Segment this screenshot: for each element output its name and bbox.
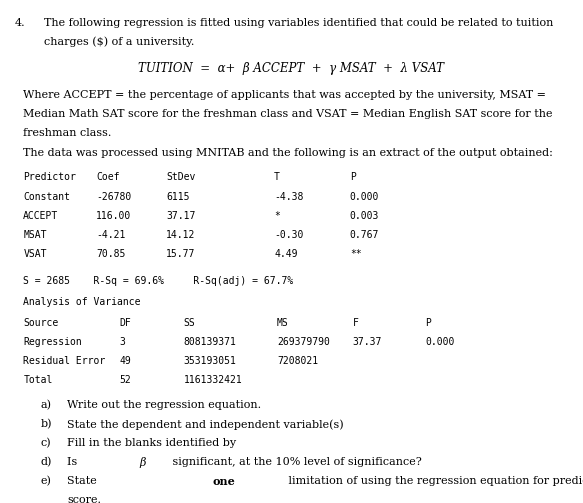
Text: 37.17: 37.17 [166,211,195,221]
Text: 49: 49 [120,356,131,366]
Text: Fill in the blanks identified by: Fill in the blanks identified by [67,438,240,448]
Text: -26780: -26780 [96,192,131,202]
Text: -4.21: -4.21 [96,230,125,240]
Text: 0.000: 0.000 [426,337,455,347]
Text: Predictor: Predictor [23,173,76,183]
Text: 3: 3 [120,337,125,347]
Text: limitation of using the regression equation for predicting the value of the GPA: limitation of using the regression equat… [285,476,583,486]
Text: 116.00: 116.00 [96,211,131,221]
Text: -0.30: -0.30 [274,230,303,240]
Text: 0.000: 0.000 [350,192,379,202]
Text: one: one [213,476,236,487]
Text: Constant: Constant [23,192,71,202]
Text: P: P [426,318,431,327]
Text: State: State [67,476,100,486]
Text: 6115: 6115 [166,192,189,202]
Text: 52: 52 [120,375,131,385]
Text: DF: DF [120,318,131,327]
Text: Where ACCEPT = the percentage of applicants that was accepted by the university,: Where ACCEPT = the percentage of applica… [23,90,546,100]
Text: The following regression is fitted using variables identified that could be rela: The following regression is fitted using… [44,18,553,28]
Text: b): b) [41,419,52,430]
Text: 70.85: 70.85 [96,249,125,259]
Text: 7208021: 7208021 [277,356,318,366]
Text: a): a) [41,400,52,410]
Text: F: F [353,318,359,327]
Text: significant, at the 10% level of significance?: significant, at the 10% level of signifi… [169,457,422,467]
Text: StDev: StDev [166,173,195,183]
Text: 14.12: 14.12 [166,230,195,240]
Text: TUITION  =  α+  β ACCEPT  +  γ MSAT  +  λ VSAT: TUITION = α+ β ACCEPT + γ MSAT + λ VSAT [139,61,444,74]
Text: Total: Total [23,375,52,385]
Text: Write out the regression equation.: Write out the regression equation. [67,400,261,410]
Text: Median Math SAT score for the freshman class and VSAT = Median English SAT score: Median Math SAT score for the freshman c… [23,109,553,119]
Text: State the dependent and independent variable(s): State the dependent and independent vari… [67,419,343,430]
Text: VSAT: VSAT [23,249,47,259]
Text: ACCEPT: ACCEPT [23,211,58,221]
Text: P: P [350,173,356,183]
Text: β: β [140,457,146,468]
Text: Regression: Regression [23,337,82,347]
Text: c): c) [41,438,51,449]
Text: d): d) [41,457,52,468]
Text: 808139371: 808139371 [184,337,237,347]
Text: 15.77: 15.77 [166,249,195,259]
Text: 4.: 4. [15,18,25,28]
Text: charges ($) of a university.: charges ($) of a university. [44,37,194,47]
Text: 0.003: 0.003 [350,211,379,221]
Text: 353193051: 353193051 [184,356,237,366]
Text: e): e) [41,476,52,487]
Text: Source: Source [23,318,58,327]
Text: SS: SS [184,318,195,327]
Text: *: * [274,211,280,221]
Text: Residual Error: Residual Error [23,356,106,366]
Text: 37.37: 37.37 [353,337,382,347]
Text: score.: score. [67,495,101,503]
Text: 0.767: 0.767 [350,230,379,240]
Text: Coef: Coef [96,173,120,183]
Text: 1161332421: 1161332421 [184,375,243,385]
Text: Is: Is [67,457,81,467]
Text: T: T [274,173,280,183]
Text: The data was processed using MNITAB and the following is an extract of the outpu: The data was processed using MNITAB and … [23,147,553,157]
Text: MS: MS [277,318,289,327]
Text: **: ** [350,249,361,259]
Text: 269379790: 269379790 [277,337,330,347]
Text: S = 2685    R-Sq = 69.6%     R-Sq(adj) = 67.7%: S = 2685 R-Sq = 69.6% R-Sq(adj) = 67.7% [23,276,294,286]
Text: Analysis of Variance: Analysis of Variance [23,297,141,307]
Text: -4.38: -4.38 [274,192,303,202]
Text: MSAT: MSAT [23,230,47,240]
Text: freshman class.: freshman class. [23,128,112,138]
Text: 4.49: 4.49 [274,249,297,259]
